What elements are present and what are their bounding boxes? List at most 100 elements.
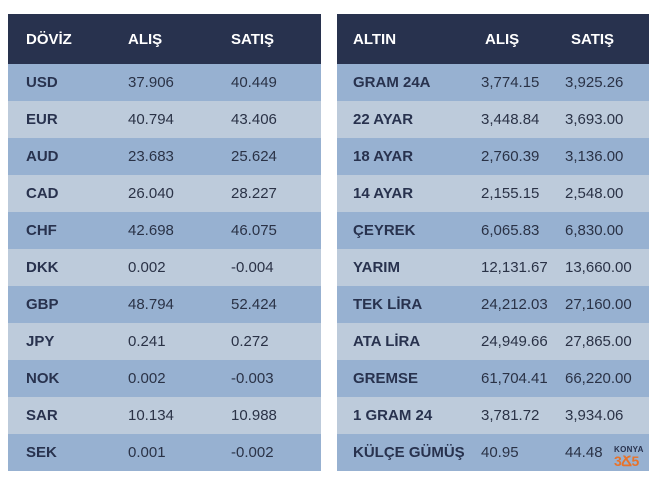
- gold-table: ALTIN ALIŞ SATIŞ GRAM 24A 3,774.15 3,925.2…: [337, 14, 649, 471]
- row-code: CHF: [26, 222, 57, 239]
- row-alis: 61,704.41: [481, 370, 548, 387]
- row-alis: 48.794: [128, 296, 174, 313]
- row-alis: 23.683: [128, 148, 174, 165]
- row-satis: 46.075: [231, 222, 277, 239]
- row-code: GBP: [26, 296, 59, 313]
- row-alis: 3,781.72: [481, 407, 540, 424]
- row-satis: 27,160.00: [565, 296, 632, 313]
- row-satis: 13,660.00: [565, 259, 632, 276]
- row-satis: -0.003: [231, 370, 274, 387]
- row-code: SEK: [26, 444, 57, 461]
- row-code: 18 AYAR: [353, 148, 414, 165]
- row-code: NOK: [26, 370, 60, 387]
- row-satis: 3,925.26: [565, 74, 624, 91]
- row-satis: 66,220.00: [565, 370, 632, 387]
- table-row: 22 AYAR 3,448.84 3,693.00: [337, 101, 649, 138]
- row-alis: 0.002: [128, 259, 166, 276]
- row-satis: 10.988: [231, 407, 277, 424]
- gold-table-body: GRAM 24A 3,774.15 3,925.26 22 AYAR 3,448.84 3…: [337, 64, 649, 471]
- header-alis: ALIŞ: [485, 30, 520, 48]
- row-alis: 2,760.39: [481, 148, 540, 165]
- row-code: SAR: [26, 407, 58, 424]
- row-alis: 2,155.15: [481, 185, 540, 202]
- row-satis: 3,693.00: [565, 111, 624, 128]
- currency-table-header: DÖVİZ ALIŞ SATIŞ: [8, 14, 321, 64]
- row-code: KÜLÇE GÜMÜŞ: [353, 444, 465, 461]
- table-row: GRAM 24A 3,774.15 3,925.26: [337, 64, 649, 101]
- table-row: JPY 0.241 0.272: [8, 323, 321, 360]
- row-code: YARIM: [353, 259, 400, 276]
- row-satis: 25.624: [231, 148, 277, 165]
- header-altin: ALTIN: [353, 30, 397, 48]
- row-code: AUD: [26, 148, 59, 165]
- row-satis: 44.48: [565, 444, 603, 461]
- row-satis: -0.002: [231, 444, 274, 461]
- row-alis: 0.002: [128, 370, 166, 387]
- row-satis: 28.227: [231, 185, 277, 202]
- row-alis: 6,065.83: [481, 222, 540, 239]
- table-row: TEK LİRA 24,212.03 27,160.00: [337, 286, 649, 323]
- table-row: EUR 40.794 43.406: [8, 101, 321, 138]
- row-code: ATA LİRA: [353, 333, 421, 350]
- table-row: KÜLÇE GÜMÜŞ 40.95 44.48: [337, 434, 649, 471]
- row-code: 1 GRAM 24: [353, 407, 433, 424]
- row-satis: 40.449: [231, 74, 277, 91]
- table-row: GBP 48.794 52.424: [8, 286, 321, 323]
- row-satis: 2,548.00: [565, 185, 624, 202]
- table-row: NOK 0.002 -0.003: [8, 360, 321, 397]
- logo-text-bottom: 3Ճ5: [614, 453, 639, 469]
- row-code: EUR: [26, 111, 58, 128]
- row-code: TEK LİRA: [353, 296, 423, 313]
- row-alis: 40.794: [128, 111, 174, 128]
- row-alis: 10.134: [128, 407, 174, 424]
- table-row: DKK 0.002 -0.004: [8, 249, 321, 286]
- row-alis: 24,949.66: [481, 333, 548, 350]
- row-alis: 0.001: [128, 444, 166, 461]
- table-row: SEK 0.001 -0.002: [8, 434, 321, 471]
- header-doviz: DÖVİZ: [26, 30, 72, 48]
- row-code: USD: [26, 74, 58, 91]
- row-code: 14 AYAR: [353, 185, 414, 202]
- currency-table: DÖVİZ ALIŞ SATIŞ USD 37.906 40.449 EUR 40.79…: [8, 14, 321, 471]
- table-row: YARIM 12,131.67 13,660.00: [337, 249, 649, 286]
- header-alis: ALIŞ: [128, 30, 163, 48]
- row-satis: 52.424: [231, 296, 277, 313]
- row-code: GREMSE: [353, 370, 419, 387]
- header-satis: SATIŞ: [571, 30, 615, 48]
- konya-logo: KONYA 3Ճ5: [614, 446, 648, 470]
- table-row: 1 GRAM 24 3,781.72 3,934.06: [337, 397, 649, 434]
- table-row: USD 37.906 40.449: [8, 64, 321, 101]
- row-code: CAD: [26, 185, 59, 202]
- table-row: GREMSE 61,704.41 66,220.00: [337, 360, 649, 397]
- table-row: CHF 42.698 46.075: [8, 212, 321, 249]
- row-satis: 43.406: [231, 111, 277, 128]
- gold-table-header: ALTIN ALIŞ SATIŞ: [337, 14, 649, 64]
- table-row: 18 AYAR 2,760.39 3,136.00: [337, 138, 649, 175]
- row-alis: 37.906: [128, 74, 174, 91]
- table-row: CAD 26.040 28.227: [8, 175, 321, 212]
- logo-text-top: KONYA: [614, 445, 644, 454]
- table-row: SAR 10.134 10.988: [8, 397, 321, 434]
- row-satis: -0.004: [231, 259, 274, 276]
- row-code: 22 AYAR: [353, 111, 414, 128]
- row-alis: 42.698: [128, 222, 174, 239]
- row-alis: 3,774.15: [481, 74, 540, 91]
- row-satis: 0.272: [231, 333, 269, 350]
- currency-table-body: USD 37.906 40.449 EUR 40.794 43.406 AUD 23.683 2…: [8, 64, 321, 471]
- table-row: ÇEYREK 6,065.83 6,830.00: [337, 212, 649, 249]
- table-row: AUD 23.683 25.624: [8, 138, 321, 175]
- row-satis: 27,865.00: [565, 333, 632, 350]
- table-row: 14 AYAR 2,155.15 2,548.00: [337, 175, 649, 212]
- row-alis: 12,131.67: [481, 259, 548, 276]
- row-alis: 26.040: [128, 185, 174, 202]
- row-code: JPY: [26, 333, 55, 350]
- header-satis: SATIŞ: [231, 30, 275, 48]
- row-alis: 3,448.84: [481, 111, 540, 128]
- row-alis: 0.241: [128, 333, 166, 350]
- row-code: DKK: [26, 259, 59, 276]
- table-row: ATA LİRA 24,949.66 27,865.00: [337, 323, 649, 360]
- row-satis: 6,830.00: [565, 222, 624, 239]
- row-satis: 3,934.06: [565, 407, 624, 424]
- row-code: ÇEYREK: [353, 222, 416, 239]
- row-alis: 24,212.03: [481, 296, 548, 313]
